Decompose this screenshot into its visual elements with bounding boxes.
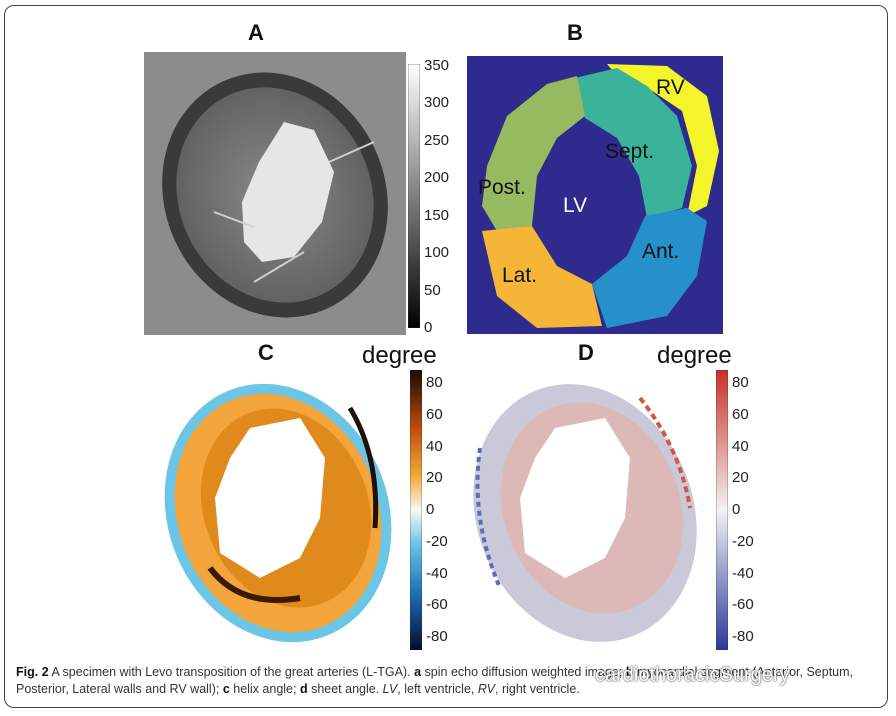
segment-lateral xyxy=(482,226,602,328)
caption-lv-def: , left ventricle, xyxy=(397,682,478,696)
panel-a-colorbar-tick: 200 xyxy=(424,169,450,187)
panel-c-colorbar-tick: 80 xyxy=(426,374,443,391)
panel-a-colorbar xyxy=(408,64,420,328)
panel-d-unit: degree xyxy=(657,342,732,369)
caption-a: a xyxy=(414,665,422,679)
caption-text-b: myocardial segment (Anterior, Septum, Po… xyxy=(16,665,854,696)
segment-label-post: Post. xyxy=(478,176,526,199)
caption-rv-def: , right ventricle. xyxy=(495,682,580,696)
caption-c: c xyxy=(222,682,230,696)
caption-d: d xyxy=(299,682,308,696)
panel-a-colorbar-tick: 0 xyxy=(424,319,433,336)
panel-a-colorbar-tick: 100 xyxy=(424,244,450,262)
panel-c-label: C xyxy=(258,340,274,365)
panel-c-colorbar-tick: -60 xyxy=(426,596,448,614)
caption-b: b xyxy=(625,665,634,679)
panel-a-colorbar-tick: 50 xyxy=(424,281,441,299)
caption-text-1: A specimen with Levo transposition of th… xyxy=(48,665,415,679)
panel-d-colorbar-tick: 40 xyxy=(732,437,749,455)
panel-a-label: A xyxy=(248,20,264,45)
segment-label-ant: Ant. xyxy=(642,240,680,263)
panel-d-sheet-angle-map xyxy=(473,384,697,642)
figure-caption: Fig. 2 A specimen with Levo transpositio… xyxy=(16,664,876,698)
panel-c-colorbar-tick: -80 xyxy=(426,628,448,645)
panel-d-colorbar-tick: -80 xyxy=(732,628,754,645)
panel-c-colorbar-tick: -40 xyxy=(426,564,448,582)
panel-d-colorbar-tick: 20 xyxy=(732,469,749,487)
panel-d-colorbar-tick: 80 xyxy=(732,374,749,391)
panel-c-helix-angle-map xyxy=(164,383,392,643)
segment-label-lv: LV xyxy=(563,194,588,217)
panel-c-colorbar-tick: -20 xyxy=(426,532,448,550)
caption-lv: LV xyxy=(382,682,398,696)
panel-c-colorbar xyxy=(410,370,422,650)
panel-d-colorbar-tick: -20 xyxy=(732,532,754,550)
segment-posterior xyxy=(482,76,585,231)
panel-b-segment-map xyxy=(467,56,723,334)
panel-b-label: B xyxy=(567,20,583,45)
panel-d-colorbar-tick: -40 xyxy=(732,564,754,582)
panel-a-colorbar-tick: 300 xyxy=(424,94,450,112)
panel-c-colorbar-tick: 40 xyxy=(426,437,443,455)
panel-a-colorbar-tick: 150 xyxy=(424,206,450,224)
panel-a-colorbar-tick: 350 xyxy=(424,57,450,74)
panel-d-colorbar xyxy=(716,370,728,650)
panel-d-label: D xyxy=(578,340,594,365)
panel-c-colorbar-tick: 60 xyxy=(426,405,443,423)
caption-text-c: helix angle; xyxy=(229,682,300,696)
caption-fig-label: Fig. 2 xyxy=(16,665,49,679)
panel-a-colorbar-tick: 250 xyxy=(424,131,450,149)
caption-text-a: spin echo diffusion weighted image; xyxy=(421,665,626,679)
segment-rv xyxy=(607,64,719,216)
panel-d-colorbar-tick: -60 xyxy=(732,596,754,614)
panel-d-colorbar-tick: 0 xyxy=(732,501,741,518)
panel-c-unit: degree xyxy=(362,342,437,369)
panel-d-colorbar-tick: 60 xyxy=(732,405,749,423)
segment-label-lat: Lat. xyxy=(502,264,538,287)
panel-c-colorbar-tick: 0 xyxy=(426,501,435,518)
watermark: cardiothoracicSurgery xyxy=(595,664,790,686)
segment-label-rv: RV xyxy=(656,76,685,99)
segment-label-sept: Sept. xyxy=(605,140,655,163)
caption-rv: RV xyxy=(477,682,495,696)
segment-septum xyxy=(575,68,692,218)
caption-text-d: sheet angle. xyxy=(307,682,383,696)
segment-anterior xyxy=(592,208,707,328)
panel-a-dwi-image xyxy=(144,52,406,335)
panel-c-colorbar-tick: 20 xyxy=(426,469,443,487)
